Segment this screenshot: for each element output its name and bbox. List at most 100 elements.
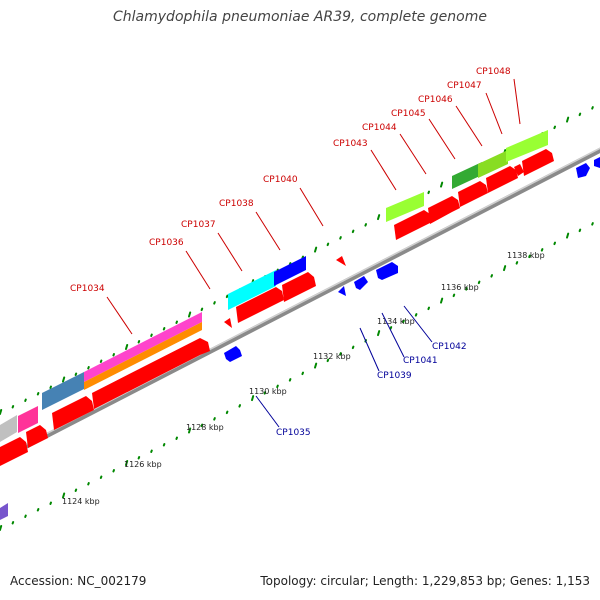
- major-tick: [0, 525, 3, 531]
- minor-tick: [326, 242, 330, 247]
- minor-tick: [175, 320, 178, 324]
- cog-track: [0, 130, 548, 520]
- minor-tick: [213, 417, 216, 421]
- accession-text: Accession: NC_002179: [10, 574, 147, 588]
- minor-tick: [553, 241, 556, 246]
- gene-label: CP1034: [70, 284, 105, 294]
- cog-bar: [84, 322, 202, 390]
- reverse-gene-arrows: [224, 157, 600, 362]
- minor-tick: [200, 423, 204, 428]
- minor-tick: [99, 359, 103, 363]
- scale-label: 1126 kbp: [124, 460, 162, 469]
- major-tick: [377, 214, 381, 221]
- minor-tick: [528, 254, 531, 259]
- scale-label: 1136 kbp: [441, 283, 479, 292]
- gene-arrow: [282, 272, 316, 302]
- gene-arrow: [458, 181, 488, 207]
- gene-label: CP1038: [219, 199, 254, 209]
- cog-bar: [18, 406, 38, 433]
- minor-tick: [477, 280, 481, 285]
- major-tick: [503, 265, 507, 272]
- cog-bar: [386, 192, 424, 222]
- gene-label: CP1036: [149, 238, 184, 248]
- scale-label: 1134 kbp: [377, 317, 415, 326]
- major-tick: [0, 409, 3, 415]
- minor-tick: [578, 112, 582, 117]
- minor-tick: [553, 125, 556, 130]
- major-tick: [125, 344, 129, 350]
- gene-arrow: [92, 338, 210, 409]
- minor-tick: [200, 307, 204, 312]
- minor-tick: [288, 378, 292, 382]
- gene-label: CP1046: [418, 95, 453, 105]
- gene-arrow: [354, 276, 368, 290]
- gene-arrow: [0, 437, 28, 466]
- minor-tick: [326, 358, 330, 363]
- minor-tick: [515, 261, 519, 265]
- minor-tick: [238, 404, 241, 408]
- major-tick: [440, 181, 444, 188]
- gene-arrow: [576, 163, 590, 178]
- map-title: Chlamydophila pneumoniae AR39, complete …: [113, 9, 487, 25]
- cog-bar: [0, 415, 17, 442]
- minor-tick: [11, 405, 15, 409]
- gene-label: CP1035: [276, 428, 311, 438]
- minor-tick: [162, 327, 166, 331]
- scale-label: 1130 kbp: [249, 387, 287, 396]
- topology-text: Topology: circular; Length: 1,229,853 bp…: [260, 574, 590, 588]
- cog-bar: [228, 270, 276, 310]
- major-tick: [314, 362, 318, 369]
- minor-tick: [137, 456, 141, 460]
- gene-label: CP1045: [391, 109, 426, 119]
- forward-gene-labels: CP1034 CP1036 CP1037 CP1038 CP1040 CP104…: [70, 67, 521, 335]
- minor-tick: [24, 398, 27, 402]
- gene-label: CP1048: [476, 67, 511, 77]
- minor-tick: [591, 222, 594, 226]
- gene-arrow: [26, 425, 48, 448]
- cog-bar: [42, 372, 84, 410]
- minor-tick: [87, 366, 90, 370]
- gene-arrow: [376, 262, 398, 280]
- minor-tick: [112, 353, 115, 357]
- minor-tick: [578, 228, 582, 233]
- gene-arrow: [336, 256, 346, 266]
- minor-tick: [24, 514, 27, 518]
- minor-tick: [490, 274, 493, 278]
- minor-tick: [36, 508, 40, 512]
- minor-tick: [87, 482, 90, 486]
- major-tick: [62, 492, 66, 499]
- forward-gene-arrows: [0, 149, 554, 466]
- minor-tick: [339, 352, 342, 356]
- gene-arrow: [52, 396, 94, 430]
- gene-arrow: [594, 157, 600, 168]
- major-tick: [62, 376, 66, 383]
- minor-tick: [36, 392, 40, 396]
- minor-tick: [389, 326, 393, 330]
- gene-label: CP1037: [181, 220, 216, 230]
- minor-tick: [427, 306, 430, 311]
- major-tick: [188, 311, 192, 318]
- gene-arrow: [224, 346, 242, 362]
- major-tick: [314, 246, 318, 253]
- gene-label: CP1041: [403, 356, 438, 366]
- gene-arrow: [428, 196, 460, 224]
- minor-tick: [452, 293, 456, 298]
- minor-tick: [339, 236, 342, 240]
- cog-bar: [506, 130, 548, 162]
- reverse-gene-labels: CP1035 CP1039 CP1041 CP1042: [255, 305, 467, 438]
- genome-backbone-highlight: [0, 147, 600, 459]
- lower-tick-row: [0, 222, 594, 531]
- gene-arrow: [522, 149, 554, 176]
- gene-label: CP1043: [333, 139, 368, 149]
- minor-tick: [150, 333, 153, 337]
- major-tick: [566, 116, 570, 123]
- minor-tick: [74, 372, 78, 376]
- major-tick: [566, 232, 570, 239]
- minor-tick: [175, 436, 178, 440]
- minor-tick: [402, 319, 405, 324]
- major-tick: [125, 460, 129, 466]
- minor-tick: [11, 521, 15, 525]
- minor-tick: [465, 287, 468, 291]
- major-tick: [188, 427, 192, 434]
- scale-label: 1132 kbp: [313, 352, 351, 361]
